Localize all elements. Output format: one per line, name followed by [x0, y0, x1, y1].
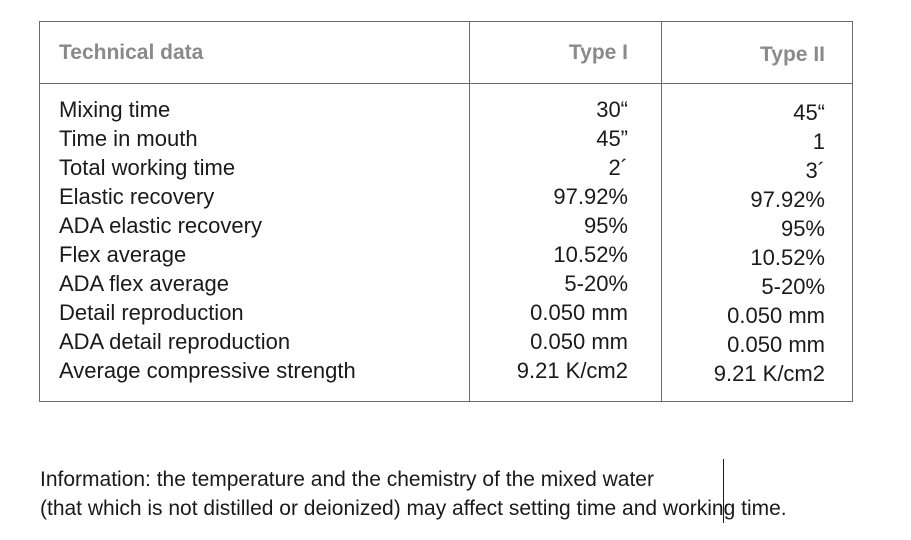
type-1-value: 9.21 K/cm2 [516, 358, 628, 383]
type-1-value: 5-20% [564, 271, 628, 296]
type-2-column: 45“ 1 3´ 97.92% 95% 10.52% 5-20% 0.050 m… [714, 98, 825, 388]
column-divider [661, 22, 662, 401]
label-column: Mixing time Time in mouth Total working … [59, 95, 356, 385]
header-technical-data: Technical data [59, 41, 204, 64]
type-2-value: 95% [780, 216, 825, 241]
type-1-value: 2´ [608, 155, 628, 180]
type-2-value: 5-20% [761, 274, 825, 299]
row-label: ADA detail reproduction [59, 329, 291, 354]
row-label: Time in mouth [59, 126, 198, 151]
row-label: Total working time [59, 155, 236, 180]
type-1-value: 0.050 mm [530, 300, 628, 325]
text-cursor [723, 459, 724, 523]
type-1-column: 30“ 45” 2´ 97.92% 95% 10.52% 5-20% 0.050… [517, 95, 628, 385]
type-2-value: 0.050 mm [727, 303, 825, 328]
note-line-1: Information: the temperature and the che… [40, 468, 654, 491]
type-2-value: 3´ [805, 158, 825, 183]
type-2-value: 45“ [793, 100, 825, 125]
type-1-value: 97.92% [553, 184, 628, 209]
type-1-value: 30“ [596, 97, 628, 122]
type-2-value: 1 [812, 129, 825, 154]
column-divider [469, 22, 470, 401]
row-label: ADA elastic recovery [59, 213, 262, 238]
type-1-value: 10.52% [553, 242, 628, 267]
type-1-value: 95% [583, 213, 628, 238]
header-divider [40, 83, 852, 84]
row-label: Mixing time [59, 97, 171, 122]
technical-data-table: Technical data Type I Type II Mixing tim… [39, 21, 853, 402]
type-1-value: 0.050 mm [530, 329, 628, 354]
row-label: Detail reproduction [59, 300, 244, 325]
type-2-value: 0.050 mm [727, 332, 825, 357]
information-note[interactable]: Information: the temperature and the che… [40, 465, 787, 523]
row-label: Elastic recovery [59, 184, 215, 209]
type-2-value: 9.21 K/cm2 [713, 361, 825, 386]
row-label: ADA flex average [59, 271, 229, 296]
type-1-value: 45” [596, 126, 628, 151]
header-type-1: Type I [568, 41, 628, 64]
row-label: Average compressive strength [59, 358, 356, 383]
type-2-value: 10.52% [750, 245, 825, 270]
type-2-value: 97.92% [750, 187, 825, 212]
header-type-2: Type II [760, 43, 825, 66]
note-line-2: (that which is not distilled or deionize… [40, 497, 787, 520]
row-label: Flex average [59, 242, 187, 267]
